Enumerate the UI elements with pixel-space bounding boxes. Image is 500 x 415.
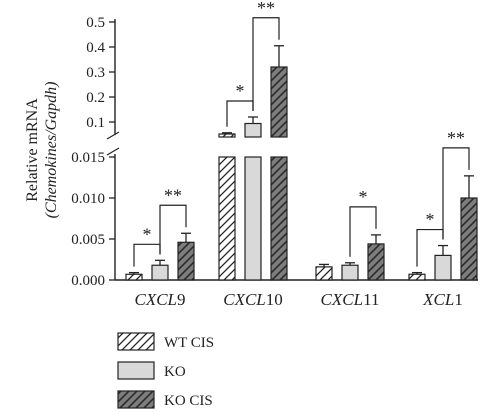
bar-wt-cis [125,273,143,281]
significance-bracket: ** [252,0,280,111]
legend-item: KO CIS [117,390,213,409]
bar-wt-cis [218,133,236,281]
y-tick-label: 0.3 [86,65,105,81]
legend-swatch [117,361,155,380]
y-axis-label: Relative mRNA [24,98,41,202]
error-bars [129,45,474,275]
axis-break-mark [106,131,120,156]
bar-ko-cis [460,197,478,281]
bar [315,266,333,281]
y-tick-label: 0.015 [71,150,105,166]
bars [125,66,478,281]
bar-ko-cis [270,66,288,281]
significance-brackets: ********** [133,0,470,267]
bracket-line [349,206,377,257]
category-label: CXCL11 [321,290,380,309]
legend-item: WT CIS [117,332,214,351]
bar [125,273,143,281]
legend-label: KO [164,364,186,380]
significance-label: * [359,187,368,207]
bar-upper-segment [218,133,236,138]
bar [341,264,359,281]
y-tick-label: 0.2 [86,90,105,106]
y-ticks: 0.000 0.005 0.010 0.015 0.1 0.2 0.3 0.4 0.5 [71,15,115,289]
bar [408,273,426,281]
legend-label: KO CIS [164,393,213,409]
legend-label: WT CIS [164,335,214,351]
y-tick-label: 0.000 [71,273,105,289]
legend-swatch [117,332,155,351]
bar-lower-segment [270,156,288,281]
bracket-line [133,243,161,267]
significance-label: ** [447,128,465,148]
bar [434,254,452,281]
significance-bracket: ** [442,128,470,240]
category-labels: CXCL9 CXCL10 CXCL11 XCL1 [134,290,462,309]
y-axis-title: Relative mRNA (Chemokines/Gapdh) [24,82,60,219]
bracket-line [252,17,280,111]
significance-label: * [143,224,152,244]
significance-label: * [426,210,435,230]
legend-item: KO [117,361,186,380]
legend-swatch [117,390,155,409]
significance-label: ** [164,185,182,205]
bar [460,197,478,281]
category-label: CXCL9 [134,290,185,309]
bar-lower-segment [218,156,236,281]
y-tick-label: 0.4 [86,40,105,56]
axes [106,19,478,281]
bar [177,241,195,281]
bar [367,243,385,281]
bracket-line [442,147,470,240]
y-tick-label: 0.010 [71,191,105,207]
bar [151,264,169,281]
significance-bracket: ** [159,185,187,255]
bar-ko [341,264,359,281]
bar-ko-cis [367,243,385,281]
bar-lower-segment [244,156,262,281]
y-tick-label: 0.1 [86,115,105,131]
bracket-line [159,204,187,255]
bar-ko [151,264,169,281]
significance-label: ** [257,0,275,18]
category-label: CXCL10 [223,290,283,309]
y-tick-label: 0.5 [86,15,105,31]
bar-ko [244,122,262,281]
bar-upper-segment [244,122,262,138]
legend: WT CIS KO KO CIS [117,332,214,409]
bar-wt-cis [315,266,333,281]
y-tick-label: 0.005 [71,232,105,248]
bar-ko [434,254,452,281]
significance-bracket: * [349,187,377,257]
significance-bracket: * [226,81,254,127]
bar-ko-cis [177,241,195,281]
category-label: XCL1 [422,290,463,309]
bar-upper-segment [270,66,288,138]
y-axis-sublabel: (Chemokines/Gapdh) [43,82,60,219]
bar-wt-cis [408,273,426,281]
significance-label: * [236,81,245,101]
